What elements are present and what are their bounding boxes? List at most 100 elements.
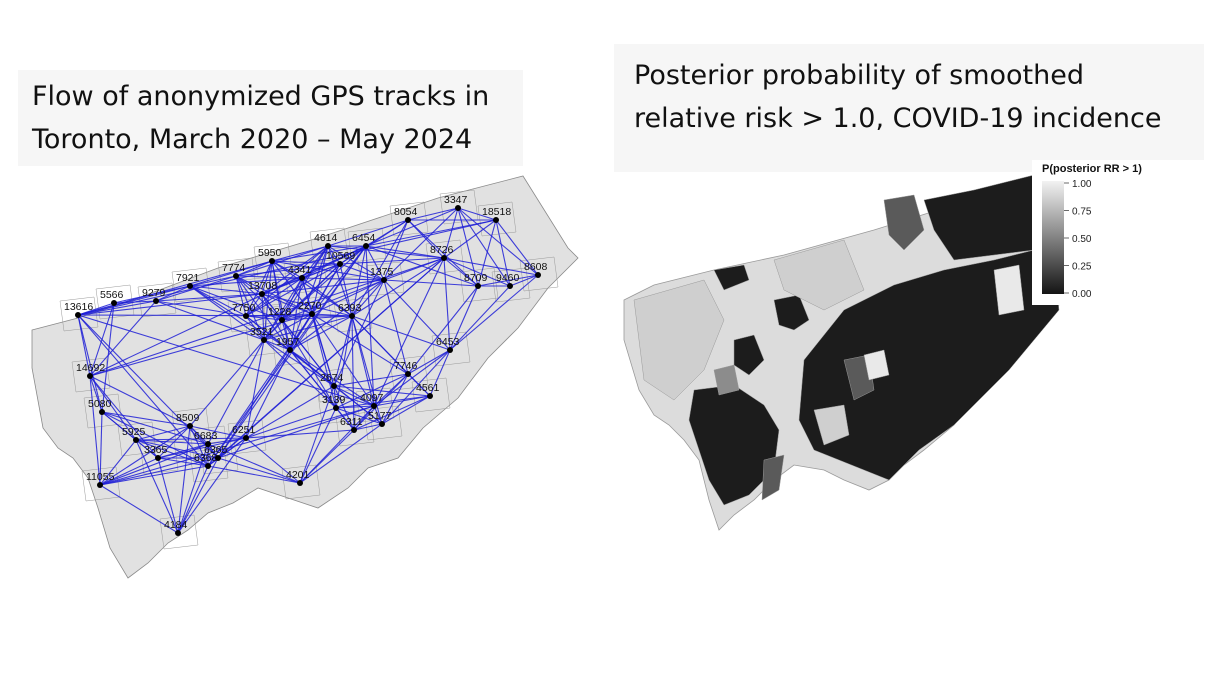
- flow-edge: [189, 425, 209, 467]
- node-label: 7746: [394, 360, 418, 372]
- flow-edge: [443, 207, 459, 259]
- node-label: 7774: [222, 262, 246, 274]
- choropleth-region: [993, 264, 1025, 316]
- flow-edge: [353, 405, 375, 431]
- flow-edge: [77, 300, 157, 316]
- flow-edge: [443, 257, 511, 287]
- flow-node: [333, 405, 339, 411]
- node-label: 5080: [88, 398, 112, 410]
- flow-node: [97, 482, 103, 488]
- flow-node: [441, 255, 447, 261]
- flow-edge: [351, 257, 445, 317]
- choropleth-region: [813, 404, 850, 446]
- flow-edge: [245, 407, 337, 439]
- flow-edge: [407, 207, 459, 221]
- flow-edge: [351, 245, 367, 317]
- right-title-line1: Posterior probability of smoothed: [634, 60, 1085, 91]
- flow-edge: [365, 245, 445, 259]
- flow-edge: [189, 285, 247, 317]
- legend-tick-label: 0.25: [1072, 262, 1092, 273]
- choropleth-region: [773, 294, 810, 331]
- flow-edge: [101, 411, 209, 467]
- flow-edge: [245, 245, 329, 317]
- flow-edge: [365, 245, 385, 281]
- choropleth-region: [688, 384, 780, 506]
- flow-edge: [335, 373, 409, 409]
- legend-ticks: 1.00 0.75 0.50 0.25 0.00: [1064, 179, 1092, 300]
- flow-node: [111, 300, 117, 306]
- flow-edge: [155, 300, 247, 317]
- flow-edge: [457, 207, 511, 287]
- legend-title: P(posterior RR > 1): [1042, 163, 1142, 175]
- flow-edge: [407, 219, 479, 287]
- flow-edge: [381, 395, 431, 425]
- node-label: 3365: [144, 444, 168, 456]
- flow-edge: [495, 219, 539, 276]
- flow-edges: [77, 207, 539, 534]
- node-label: 6311: [340, 416, 363, 428]
- flow-edge: [207, 313, 313, 467]
- choropleth-region: [713, 364, 740, 396]
- choropleth-regions: [633, 169, 1060, 506]
- flow-edge: [327, 245, 445, 259]
- flow-edge: [373, 405, 383, 425]
- flow-edge: [89, 245, 367, 377]
- flow-edge: [245, 260, 273, 317]
- flow-edge: [89, 375, 137, 441]
- flow-edge: [271, 260, 291, 351]
- flow-edge: [89, 375, 101, 486]
- flow-node: [187, 423, 193, 429]
- flow-node: [447, 347, 453, 353]
- flow-edge: [311, 313, 409, 375]
- flow-node: [405, 371, 411, 377]
- flow-edge: [101, 302, 115, 413]
- flow-edge: [477, 219, 497, 287]
- flow-edge: [339, 257, 445, 265]
- flow-edge: [157, 437, 247, 459]
- choropleth-region: [798, 249, 1060, 481]
- flow-edge: [477, 274, 539, 287]
- flow-node: [153, 298, 159, 304]
- flow-edge: [335, 405, 375, 409]
- flow-edge: [189, 277, 303, 287]
- legend-tick-label: 0.50: [1072, 234, 1092, 245]
- flow-edge: [263, 339, 291, 351]
- flow-node: [493, 217, 499, 223]
- flow-node: [427, 393, 433, 399]
- flow-edge: [289, 349, 335, 387]
- gps-flow-network-map: 13616 5566 9279 7921 7774 5950 4614 6454 8054 334…: [31, 175, 579, 579]
- flow-node: [351, 427, 357, 433]
- flow-edge: [335, 395, 431, 409]
- flow-node: [75, 312, 81, 318]
- flow-edge: [261, 293, 265, 341]
- flow-node: [297, 480, 303, 486]
- flow-edge: [261, 245, 329, 295]
- flow-edge: [449, 285, 479, 351]
- flow-edge: [189, 339, 265, 427]
- flow-edge: [261, 277, 303, 295]
- flow-edge: [333, 279, 385, 387]
- flow-node: [279, 317, 285, 323]
- flow-edge: [157, 457, 179, 534]
- flow-edge: [207, 443, 301, 484]
- node-label: 4614: [314, 232, 338, 244]
- flow-edge: [189, 285, 263, 295]
- flow-node: [455, 205, 461, 211]
- flow-edge: [189, 425, 247, 439]
- flow-node: [133, 437, 139, 443]
- node-label: 8709: [464, 272, 488, 284]
- flow-edge: [245, 315, 265, 341]
- choropleth-region: [733, 334, 765, 376]
- flow-edge: [89, 300, 157, 377]
- flow-node: [371, 403, 377, 409]
- flow-edge: [333, 373, 409, 387]
- node-label: 8509: [176, 412, 200, 424]
- flow-edge: [351, 219, 409, 317]
- node-label: 3521: [250, 326, 274, 338]
- flow-edge: [289, 245, 329, 351]
- flow-edge: [135, 439, 159, 459]
- node-label: 13708: [248, 280, 277, 292]
- flow-edge: [113, 300, 157, 304]
- flow-edge: [177, 457, 219, 534]
- flow-edge: [457, 207, 497, 221]
